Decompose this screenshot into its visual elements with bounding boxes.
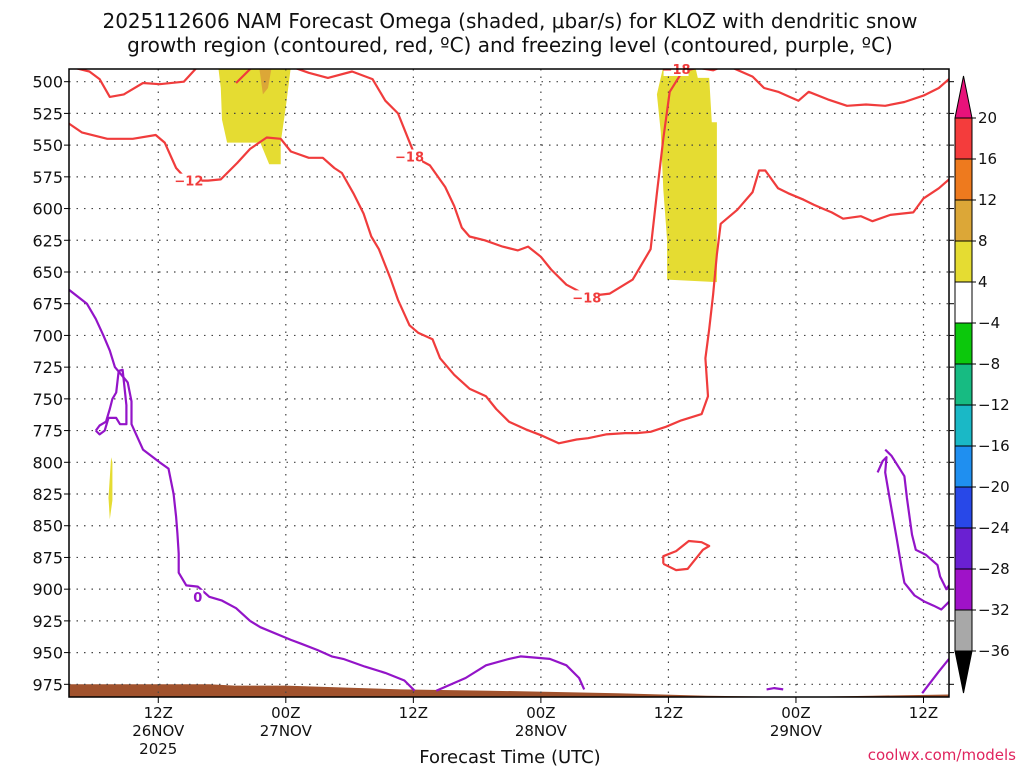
colorbar-max-arrow	[954, 75, 973, 119]
y-tick-label: 825	[32, 485, 63, 504]
x-tick-time: 12Z	[909, 704, 938, 722]
y-tick-label: 900	[32, 580, 63, 599]
chart-title-line-1: 2025112606 NAM Forecast Omega (shaded, μ…	[102, 9, 917, 33]
colorbar-bin	[954, 117, 973, 160]
x-tick-time: 12Z	[399, 704, 428, 722]
x-tick-time: 00Z	[271, 704, 300, 722]
colorbar-label: −8	[978, 355, 1000, 373]
x-axis-label: Forecast Time (UTC)	[419, 747, 600, 768]
colorbar-bin	[954, 199, 973, 242]
colorbar-bin	[954, 568, 973, 611]
freezing-level-contour	[921, 658, 949, 694]
colorbar-label: 16	[978, 150, 997, 168]
source-credit: coolwx.com/models	[868, 746, 1016, 764]
y-tick-label: 700	[32, 326, 63, 345]
dgz-contour-label-bg	[397, 149, 423, 164]
plot-area: −12 −18 −18 −18 0	[68, 62, 950, 698]
chart-title-line-2: growth region (contoured, red, ºC) and f…	[127, 33, 893, 57]
y-tick-label: 675	[32, 295, 63, 314]
y-tick-label: 650	[32, 263, 63, 282]
y-tick-label: 850	[32, 517, 63, 536]
colorbar-bin	[954, 281, 973, 324]
x-tick-date: 26NOV	[132, 722, 185, 740]
y-tick-label: 600	[32, 200, 63, 219]
dgz-contour	[662, 539, 711, 572]
colorbar-label: 20	[978, 109, 997, 127]
dgz-contour-label: −12	[174, 175, 203, 190]
y-tick-label: 550	[32, 136, 63, 155]
x-tick-time: 12Z	[654, 704, 683, 722]
colorbar-label: −36	[978, 642, 1010, 660]
colorbar-label: 12	[978, 191, 997, 209]
y-tick-label: 950	[32, 644, 63, 663]
colorbar-bin	[954, 404, 973, 447]
dgz-contour	[69, 122, 949, 445]
colorbar-label: −20	[978, 478, 1010, 496]
y-tick-label: 725	[32, 358, 63, 377]
colorbar-bin	[954, 445, 973, 488]
omega-shade-region	[108, 457, 113, 520]
y-tick-label: 625	[32, 231, 63, 250]
colorbar-bin	[954, 486, 973, 529]
colorbar-bin	[954, 240, 973, 283]
x-tick-time: 00Z	[781, 704, 810, 722]
dgz-contour-label: −18	[662, 63, 691, 78]
freezing-level-contour	[876, 456, 949, 611]
freezing-level-contour	[94, 368, 128, 436]
y-tick-label: 875	[32, 548, 63, 567]
freezing-contour-label-bg	[192, 589, 204, 604]
omega-colorbar: 20 16 12 8 4 −4 −8 −12 −16 −20 −24 −28 −32 −36	[954, 75, 1010, 694]
colorbar-label: −32	[978, 601, 1010, 619]
freezing-level-contour	[766, 686, 784, 691]
colorbar-bin	[954, 609, 973, 652]
freezing-level-contour	[435, 655, 586, 692]
colorbar-bin	[954, 363, 973, 406]
colorbar-label: 8	[978, 232, 988, 250]
y-tick-label: 500	[32, 73, 63, 92]
colorbar-label: −4	[978, 314, 1000, 332]
plot-frame	[68, 68, 950, 698]
colorbar-min-arrow	[954, 650, 973, 694]
colorbar-bin	[954, 322, 973, 365]
colorbar-label: −16	[978, 437, 1010, 455]
y-tick-label: 800	[32, 453, 63, 472]
x-tick-date: 28NOV	[515, 722, 568, 740]
dgz-contour-label: −18	[395, 151, 424, 166]
y-tick-label: 925	[32, 612, 63, 631]
y-tick-label: 775	[32, 422, 63, 441]
omega-shading	[69, 69, 949, 697]
x-tick-date: 27NOV	[260, 722, 313, 740]
x-tick-year: 2025	[139, 740, 177, 758]
colorbar-bin	[954, 527, 973, 570]
omega-shade-region	[218, 69, 291, 165]
y-tick-label: 975	[32, 675, 63, 694]
dgz-contour-label-bg	[176, 173, 202, 188]
dgz-contour-label: −18	[572, 291, 601, 306]
colorbar-bin	[954, 158, 973, 201]
y-tick-label: 750	[32, 390, 63, 409]
colorbar-label: −24	[978, 519, 1010, 537]
terrain-fill	[69, 684, 949, 697]
freezing-level-contour	[884, 448, 949, 591]
colorbar-label: 4	[978, 273, 988, 291]
colorbar-label: −12	[978, 396, 1010, 414]
colorbar-label: −28	[978, 560, 1010, 578]
dgz-contour	[74, 69, 197, 99]
plot-background	[69, 69, 949, 697]
omega-shade-region	[656, 69, 717, 283]
x-tick-date: 29NOV	[770, 722, 823, 740]
freezing-contour-label: 0	[193, 591, 202, 606]
x-tick-time: 00Z	[526, 704, 555, 722]
x-tick-time: 12Z	[144, 704, 173, 722]
y-tick-label: 525	[32, 104, 63, 123]
y-tick-label: 575	[32, 168, 63, 187]
dgz-contour-label-bg	[574, 290, 600, 305]
